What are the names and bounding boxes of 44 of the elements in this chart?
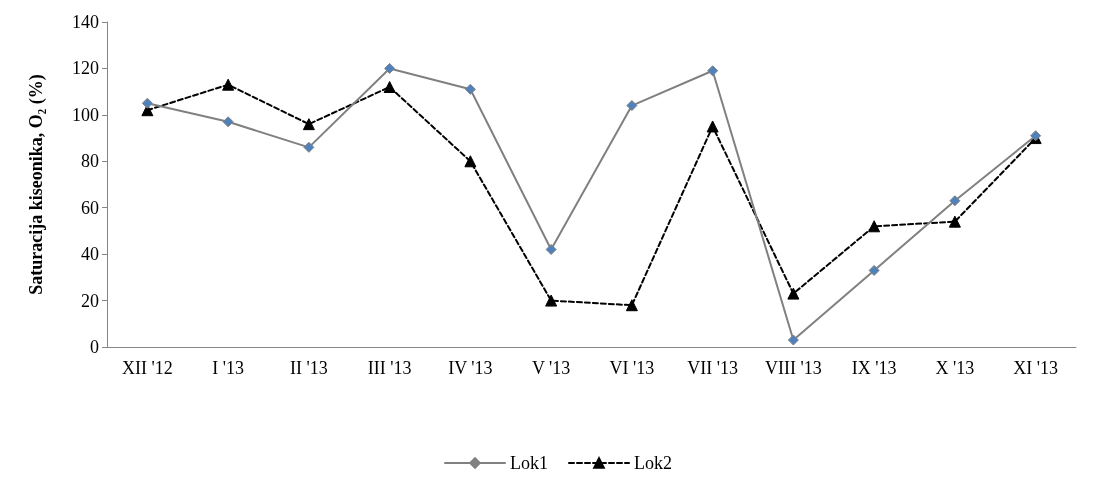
x-tick-label: III '13: [367, 358, 412, 378]
point: [707, 65, 719, 77]
point: [303, 141, 315, 153]
y-tick-label: 100: [72, 104, 99, 125]
x-tick-label: V '13: [531, 358, 571, 378]
legend-label: Lok2: [634, 453, 672, 473]
point: [302, 118, 315, 131]
y-tick-label: 0: [90, 337, 99, 357]
point: [464, 83, 476, 95]
point: [141, 97, 153, 109]
x-tick-label: IV '13: [448, 358, 493, 378]
y-tick-label: 120: [72, 58, 99, 79]
point: [948, 215, 961, 228]
point: [706, 120, 719, 133]
point: [222, 116, 234, 128]
x-tick-label: VII '13: [687, 358, 738, 378]
point: [787, 287, 800, 300]
point: [545, 244, 557, 255]
legend-label: Lok1: [510, 453, 548, 473]
y-tick-label: 80: [81, 151, 99, 172]
point: [626, 100, 638, 112]
y-tick-label: 60: [81, 197, 99, 218]
point: [222, 78, 235, 91]
x-tick-label: VIII '13: [765, 358, 822, 378]
point: [545, 294, 558, 307]
point: [787, 334, 799, 346]
x-tick-label: XI '13: [1013, 358, 1058, 378]
y-tick-label: 40: [81, 244, 99, 265]
y-axis-title: Saturacija kiseonika, O₂ (%): [26, 74, 47, 295]
x-tick-label: I '13: [212, 358, 244, 378]
x-tick-label: VI '13: [609, 358, 655, 378]
x-tick-label: IX '13: [851, 358, 897, 378]
x-tick-label: XII '12: [122, 358, 173, 378]
point: [949, 195, 961, 207]
point: [868, 220, 881, 233]
y-tick-label: 140: [72, 12, 99, 32]
y-tick-label: 20: [81, 290, 99, 311]
point: [868, 264, 880, 276]
point: [383, 81, 396, 93]
point: [384, 62, 396, 74]
point: [464, 155, 477, 168]
x-tick-label: X '13: [935, 358, 975, 378]
point: [625, 299, 638, 312]
x-tick-label: II '13: [290, 358, 328, 378]
